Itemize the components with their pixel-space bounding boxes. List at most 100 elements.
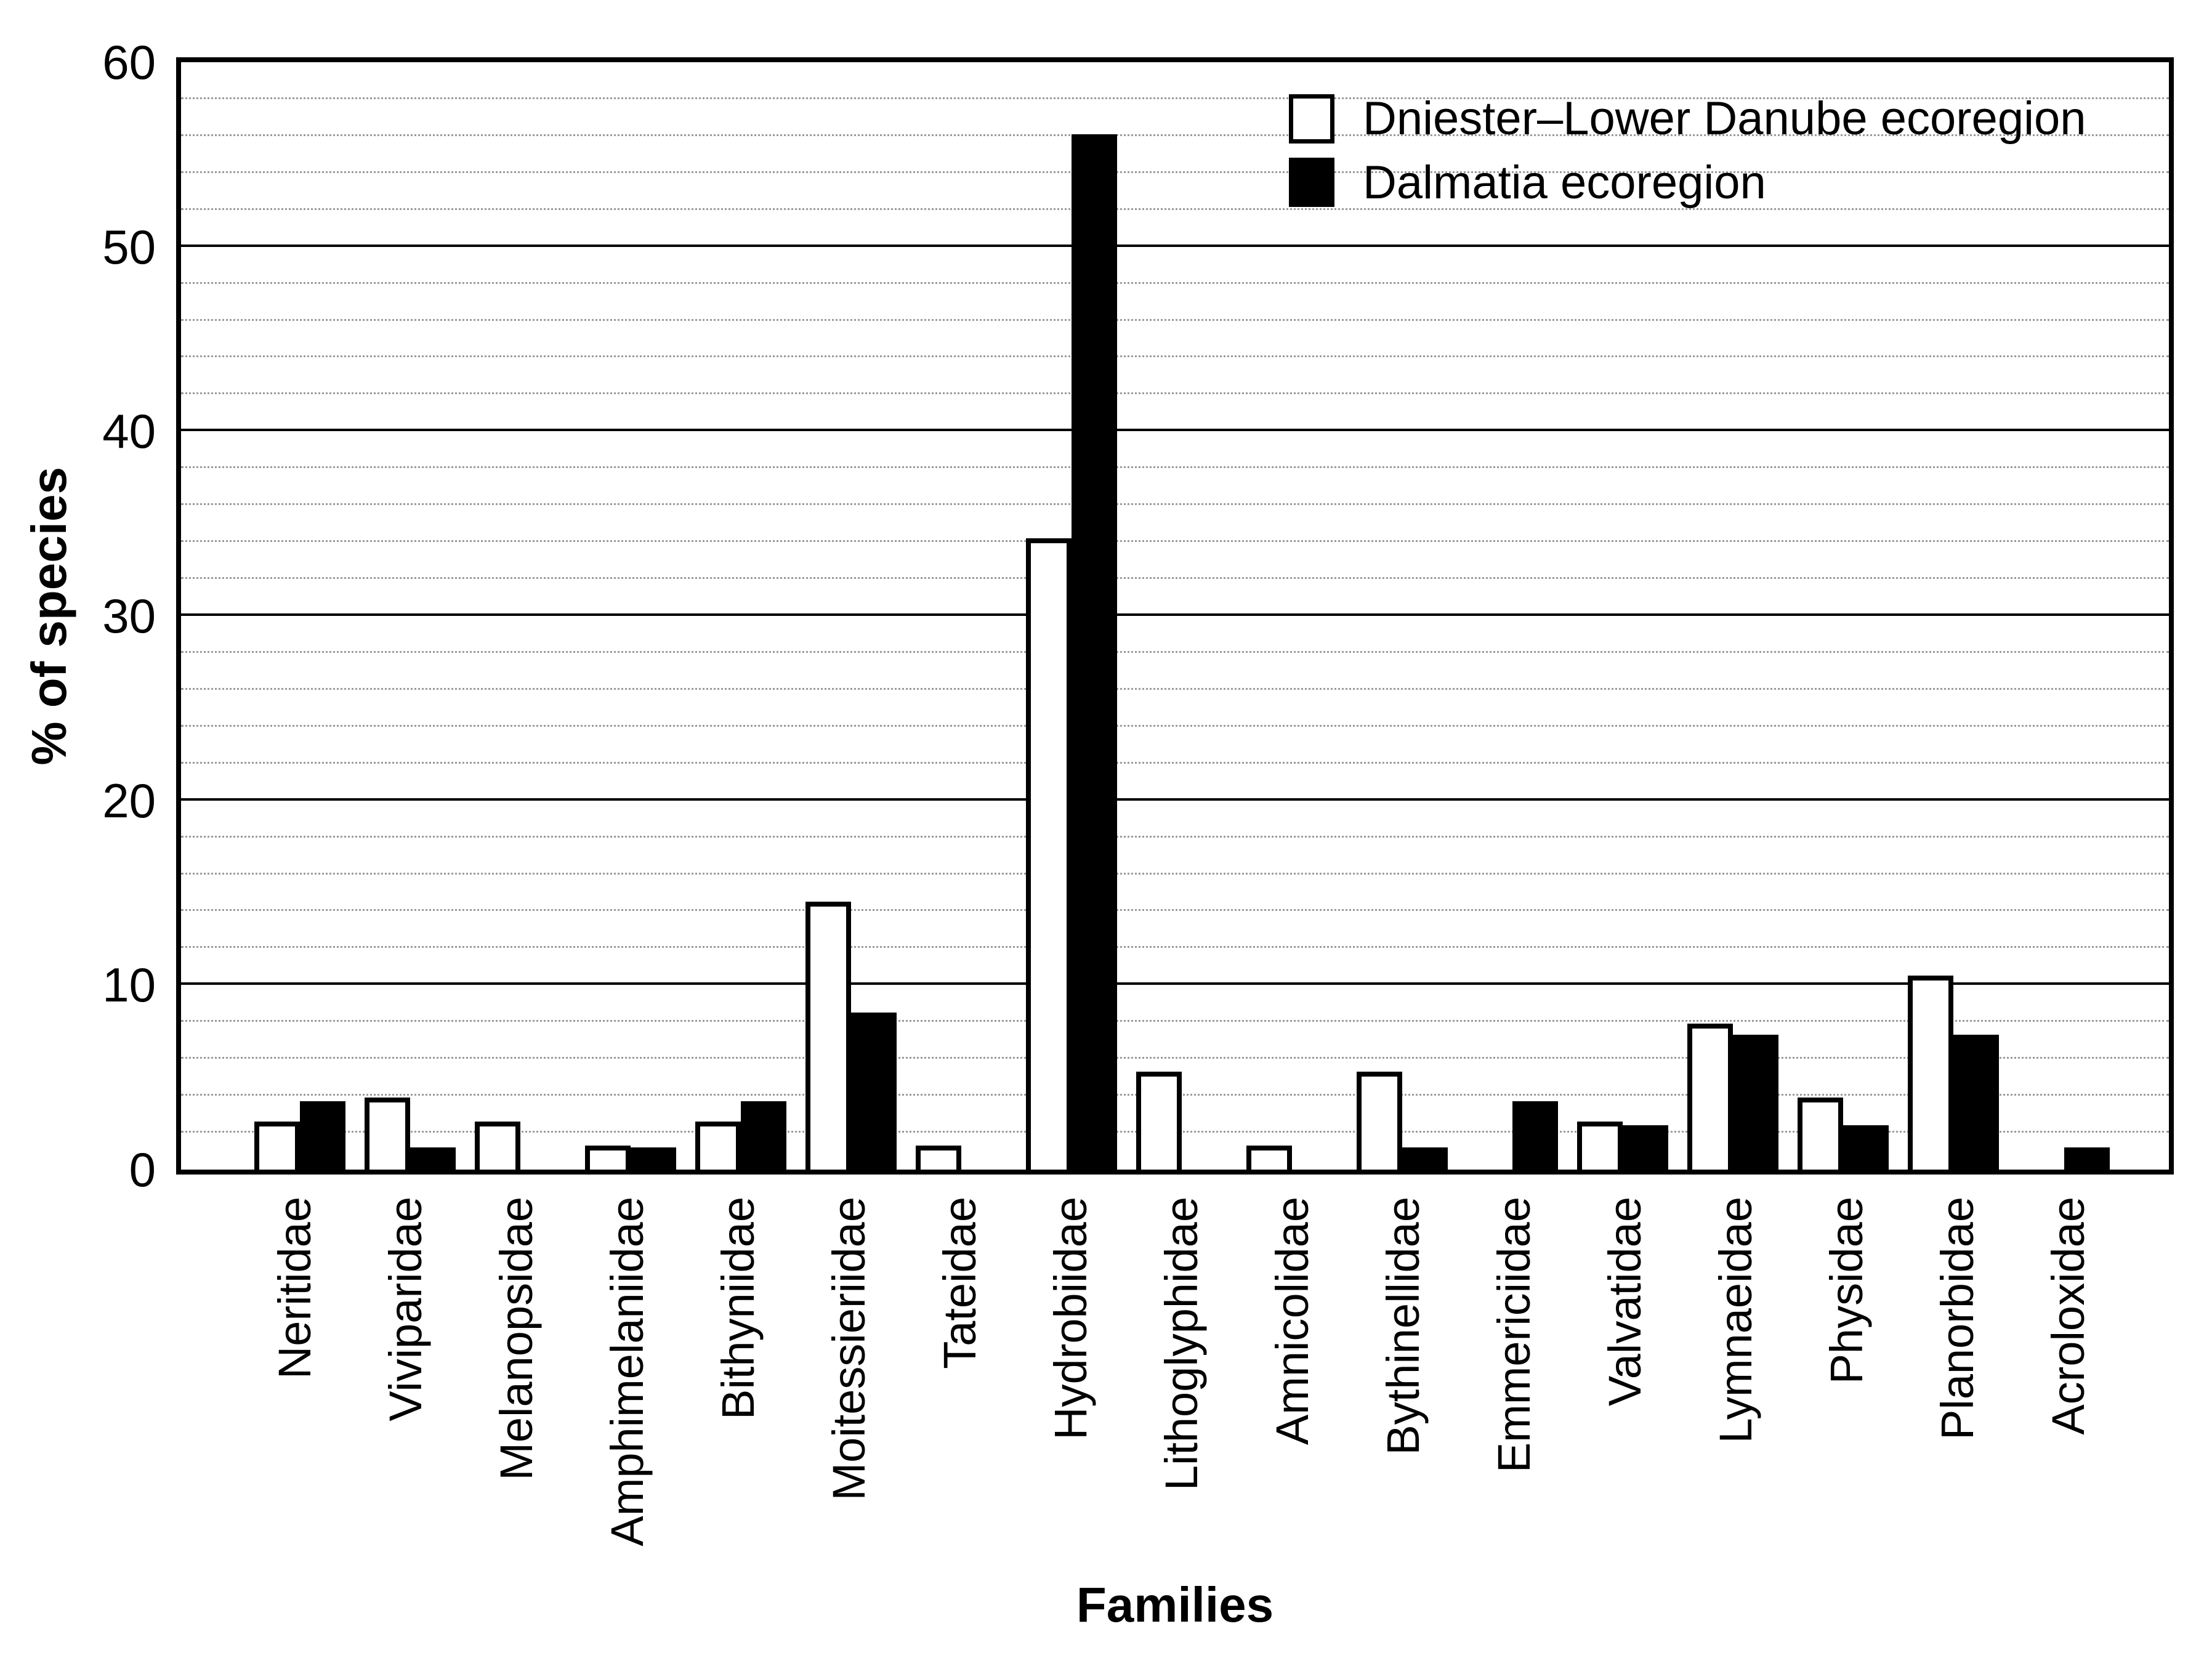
bar <box>1025 538 1072 1170</box>
bar-group <box>1237 62 1347 1170</box>
bar <box>805 902 851 1170</box>
plot-area: Dniester–Lower Danube ecoregion Dalmatia… <box>176 57 2174 1175</box>
minor-gridline <box>181 466 2169 469</box>
minor-gridline <box>181 909 2169 912</box>
x-tick-label: Valvatidae <box>1599 1197 1650 1407</box>
x-tick-label: Melanopsidae <box>491 1197 542 1481</box>
bar <box>299 1101 345 1170</box>
legend: Dniester–Lower Danube ecoregion Dalmatia… <box>1289 93 2086 208</box>
minor-gridline <box>181 1020 2169 1022</box>
x-tick-label: Viviparidae <box>380 1197 431 1421</box>
minor-gridline <box>181 134 2169 136</box>
x-tick-label: Hydrobiidae <box>1045 1197 1096 1440</box>
bar-group <box>1678 62 1788 1170</box>
bar <box>1843 1125 1889 1170</box>
minor-gridline <box>181 318 2169 321</box>
bar-group <box>685 62 796 1170</box>
x-axis-title: Families <box>1076 1577 1274 1632</box>
major-gridline <box>181 613 2169 616</box>
bar <box>364 1098 410 1170</box>
minor-gridline <box>181 946 2169 948</box>
x-label-slot: Physidae <box>1791 1197 1902 1547</box>
bar-group <box>1458 62 1568 1170</box>
y-tick-label: 30 <box>102 589 156 643</box>
y-axis-ticks: 0 10 20 30 40 50 60 <box>0 38 156 1194</box>
x-label-slot: Hydrobiidae <box>1015 1197 1126 1547</box>
minor-gridline <box>181 835 2169 838</box>
x-label-slot: Neritidae <box>240 1197 350 1547</box>
x-tick-label: Lithoglyphidae <box>1156 1197 1207 1491</box>
x-tick-label: Planorbidae <box>1932 1197 1983 1440</box>
bars <box>181 62 2169 1170</box>
bar-group <box>906 62 1016 1170</box>
x-label-slot: Amphimelaniidae <box>572 1197 683 1547</box>
bar <box>410 1147 456 1170</box>
x-tick-label: Tateidae <box>934 1197 985 1369</box>
gridlines <box>181 62 2169 1170</box>
x-label-slot: Bithyniidae <box>683 1197 794 1547</box>
bar-group <box>1347 62 1458 1170</box>
x-tick-label: Amnicolidae <box>1267 1197 1318 1446</box>
bar <box>915 1146 961 1170</box>
y-tick-label: 50 <box>102 219 156 274</box>
x-tick-label: Acroloxidae <box>2043 1197 2094 1435</box>
x-label-slot: Emmericiidae <box>1459 1197 1570 1547</box>
major-gridline <box>181 982 2169 985</box>
x-label-slot: Acroloxidae <box>2013 1197 2124 1547</box>
legend-swatch-dniester <box>1289 94 1334 144</box>
minor-gridline <box>181 171 2169 173</box>
minor-gridline <box>181 872 2169 875</box>
bar-group <box>2009 62 2119 1170</box>
minor-gridline <box>181 503 2169 506</box>
bar-group <box>1127 62 1237 1170</box>
bar <box>1512 1101 1559 1170</box>
x-tick-label: Lymnaeidae <box>1710 1197 1761 1444</box>
minor-gridline <box>181 577 2169 580</box>
legend-label-dalmatia: Dalmatia ecoregion <box>1363 156 1766 209</box>
bar-group <box>1899 62 2009 1170</box>
x-label-slot: Bythinellidae <box>1348 1197 1459 1547</box>
x-tick-label: Bithyniidae <box>712 1197 764 1420</box>
bar <box>1071 134 1117 1170</box>
bar <box>1733 1035 1779 1170</box>
y-tick-label: 60 <box>102 35 156 89</box>
bar-group <box>796 62 906 1170</box>
bar <box>740 1101 786 1170</box>
minor-gridline <box>181 761 2169 764</box>
bar <box>1246 1146 1293 1170</box>
bar <box>1687 1024 1734 1170</box>
y-tick-label: 40 <box>102 404 156 459</box>
bar <box>1402 1147 1448 1170</box>
minor-gridline <box>181 1057 2169 1059</box>
bar-group <box>244 62 355 1170</box>
bar <box>1623 1125 1669 1170</box>
x-label-slot: Planorbidae <box>1902 1197 2013 1547</box>
bar <box>850 1013 897 1170</box>
major-gridline <box>181 429 2169 432</box>
bar <box>1908 976 1954 1170</box>
minor-gridline <box>181 208 2169 210</box>
minor-gridline <box>181 355 2169 358</box>
bar-group <box>355 62 465 1170</box>
bar-group <box>465 62 575 1170</box>
x-label-slot: Tateidae <box>905 1197 1015 1547</box>
bar <box>2064 1147 2110 1170</box>
minor-gridline <box>181 392 2169 395</box>
y-tick-label: 20 <box>102 773 156 828</box>
bar <box>474 1122 520 1170</box>
x-axis-labels: Neritidae Viviparidae Melanopsidae Amphimel… <box>176 1197 2174 1547</box>
x-tick-label: Bythinellidae <box>1378 1197 1429 1455</box>
bar <box>1136 1072 1182 1170</box>
bar-group <box>1568 62 1678 1170</box>
x-label-slot: Lymnaeidae <box>1681 1197 1791 1547</box>
x-tick-label: Moitessieriidae <box>823 1197 874 1501</box>
x-tick-label: Emmericiidae <box>1488 1197 1540 1473</box>
legend-label-dniester: Dniester–Lower Danube ecoregion <box>1363 92 2086 145</box>
y-tick-label: 0 <box>129 1142 156 1197</box>
bar <box>584 1146 631 1170</box>
x-label-slot: Melanopsidae <box>461 1197 572 1547</box>
x-tick-label: Amphimelaniidae <box>602 1197 653 1547</box>
y-tick-label: 10 <box>102 958 156 1013</box>
minor-gridline <box>181 97 2169 99</box>
